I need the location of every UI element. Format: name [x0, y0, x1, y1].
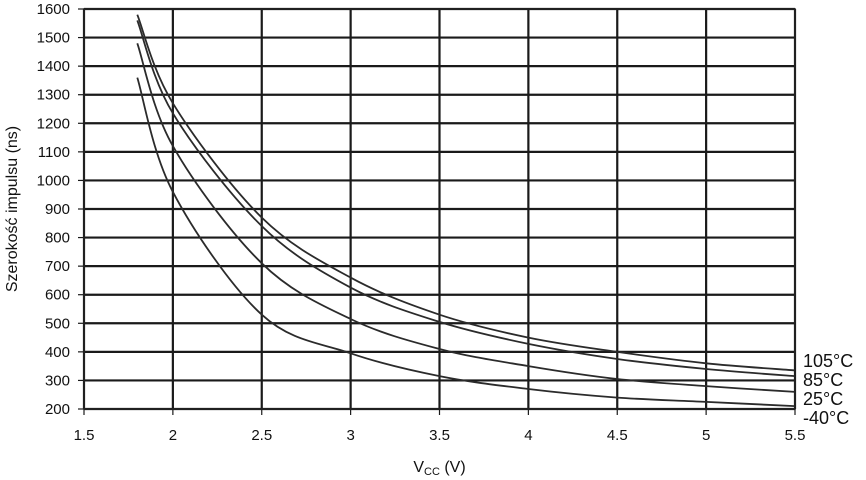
- y-tick-label: 300: [45, 372, 70, 389]
- y-tick-label: 1300: [37, 87, 70, 104]
- x-tick-label: 3.5: [429, 427, 450, 444]
- grid: [78, 7, 797, 415]
- y-tick-label: 1100: [38, 144, 70, 161]
- y-tick-label: 1200: [37, 115, 70, 132]
- series-label: 25°C: [803, 389, 843, 409]
- y-tick-label: 200: [45, 401, 70, 418]
- x-tick-label: 4: [524, 427, 532, 444]
- x-tick-label: 2: [169, 427, 177, 444]
- y-tick-label: 900: [45, 201, 70, 218]
- x-tick-labels: 1.5 2 2.5 3 3.5 4 4.5 5 5.5: [74, 427, 806, 444]
- y-tick-label: 1500: [37, 30, 70, 47]
- y-tick-label: 1400: [37, 58, 70, 75]
- x-tick-label: 1.5: [74, 427, 95, 444]
- y-tick-label: 500: [45, 315, 70, 332]
- y-tick-label: 600: [45, 287, 70, 304]
- series-line: [136, 43, 796, 393]
- y-tick-labels: 200 300 400 500 600 700 800 900 1000 1100 1200 1300…: [37, 1, 70, 418]
- x-axis-label-sub: CC: [424, 466, 440, 478]
- y-tick-label: 800: [45, 230, 70, 247]
- x-tick-label: 2.5: [251, 427, 272, 444]
- y-tick-label: 1600: [37, 1, 70, 18]
- x-axis-label-main: V: [413, 459, 424, 476]
- x-axis-label-unit: (V): [440, 459, 466, 476]
- x-tick-label: 3: [346, 427, 354, 444]
- x-axis-label: VCC (V): [413, 459, 465, 478]
- y-tick-label: 400: [45, 344, 70, 361]
- series-labels: 105°C85°C25°C-40°C: [803, 351, 853, 428]
- x-tick-label: 5.5: [785, 427, 806, 444]
- y-tick-label: 700: [45, 258, 70, 275]
- plot-frame: [83, 8, 796, 410]
- y-tick-label: 1000: [37, 172, 70, 189]
- x-tick-label: 5: [702, 427, 710, 444]
- series-line: [136, 77, 796, 407]
- x-tick-label: 4.5: [607, 427, 628, 444]
- series-line: [136, 14, 796, 372]
- series-label: 85°C: [803, 370, 843, 390]
- y-axis-label: Szerokość impulsu (ns): [4, 126, 21, 292]
- curves: [136, 14, 796, 407]
- series-label: 105°C: [803, 351, 853, 371]
- series-label: -40°C: [803, 408, 849, 428]
- series-line: [136, 20, 796, 377]
